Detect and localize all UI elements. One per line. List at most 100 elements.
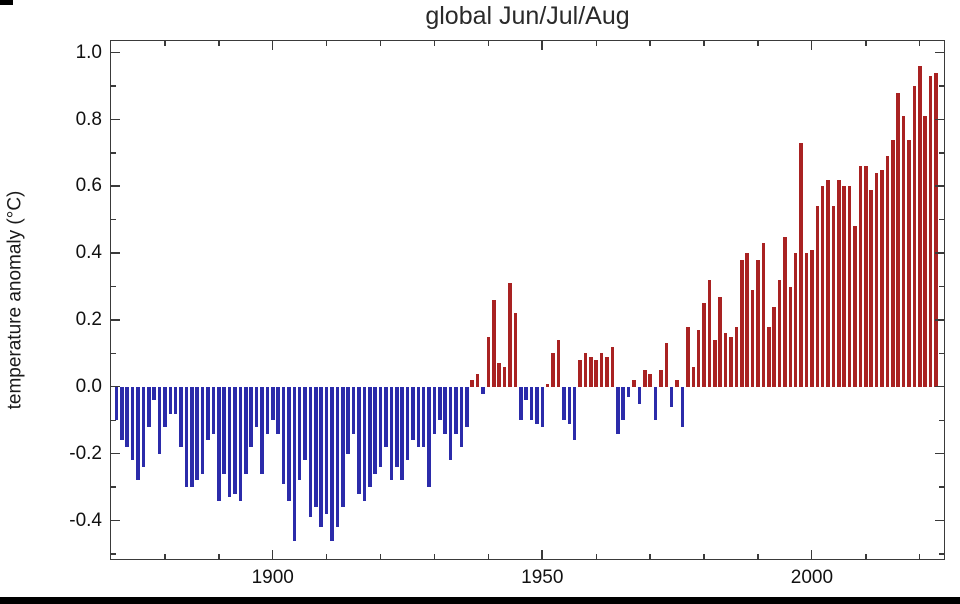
y-axis-tick-label: -0.2: [69, 442, 102, 464]
bar: [470, 380, 474, 387]
bar: [729, 336, 733, 387]
bar: [233, 386, 237, 494]
y-major-tick: [111, 252, 120, 254]
bar: [734, 326, 739, 387]
bar: [152, 386, 156, 401]
bar: [475, 373, 480, 387]
bar: [529, 386, 534, 421]
bar: [335, 386, 340, 528]
x-minor-tick: [757, 554, 759, 559]
bar: [891, 139, 895, 387]
bar: [917, 66, 922, 387]
x-major-tick: [541, 41, 543, 50]
bar: [130, 386, 135, 461]
chart-title: global Jun/Jul/Aug: [425, 2, 630, 30]
bar: [669, 386, 674, 407]
bar: [400, 386, 404, 481]
y-major-tick: [935, 385, 944, 388]
bar: [486, 336, 491, 387]
bar: [756, 259, 760, 387]
bar: [589, 356, 593, 387]
y-axis-tick-label: -0.4: [69, 509, 102, 531]
bar: [583, 353, 588, 387]
y-minor-tick: [111, 218, 116, 221]
bar: [605, 356, 609, 387]
bar: [691, 366, 696, 387]
bar: [389, 386, 394, 481]
bar: [740, 259, 744, 387]
bar: [432, 386, 437, 434]
letterbox-bar: [0, 597, 960, 604]
bar: [492, 300, 496, 387]
x-major-tick: [810, 550, 813, 559]
bar: [227, 386, 232, 498]
y-axis-tick-label: 0.0: [75, 375, 102, 397]
bar: [508, 283, 512, 387]
x-minor-tick: [164, 41, 166, 46]
y-minor-tick: [111, 352, 116, 355]
bar: [438, 386, 442, 421]
x-minor-tick: [649, 554, 651, 559]
bar: [599, 353, 604, 387]
x-minor-tick: [865, 41, 867, 46]
y-minor-tick: [111, 152, 116, 154]
bar: [853, 226, 857, 387]
bar: [632, 380, 636, 387]
y-axis-tick-label: 0.8: [75, 108, 102, 130]
x-minor-tick: [919, 554, 921, 559]
bar: [745, 253, 749, 387]
y-major-tick: [111, 51, 120, 54]
bar: [626, 386, 631, 397]
bar: [384, 386, 388, 448]
bar: [616, 386, 620, 434]
x-minor-tick: [595, 41, 597, 46]
bar: [362, 386, 367, 501]
bar: [686, 326, 690, 387]
bar: [518, 386, 523, 421]
bar: [265, 386, 270, 434]
x-minor-tick: [164, 554, 166, 559]
bar: [578, 360, 582, 387]
bar: [713, 340, 717, 387]
x-minor-tick: [919, 41, 921, 46]
bar: [443, 386, 448, 434]
bar: [308, 386, 313, 518]
bar: [394, 386, 399, 468]
bar: [146, 386, 151, 427]
bar: [217, 386, 221, 501]
bar: [793, 253, 798, 387]
y-major-tick: [935, 519, 944, 522]
x-minor-tick: [218, 554, 220, 559]
y-major-tick: [111, 519, 120, 522]
bar: [610, 346, 615, 387]
x-minor-tick: [865, 554, 867, 559]
bar: [545, 383, 550, 387]
bar: [524, 386, 528, 401]
x-axis-tick-label: 1900: [251, 567, 294, 588]
x-minor-tick: [703, 554, 705, 559]
bar: [238, 386, 243, 501]
bar: [206, 386, 210, 441]
bar: [880, 169, 884, 387]
bar: [858, 166, 863, 387]
bar: [481, 386, 485, 394]
bar: [459, 386, 464, 448]
bar: [804, 253, 809, 387]
bar: [513, 313, 518, 387]
bar: [837, 179, 841, 387]
bar: [448, 386, 453, 461]
bar: [368, 386, 372, 488]
bar: [357, 386, 361, 494]
x-major-tick: [271, 41, 274, 50]
bar: [173, 386, 178, 414]
x-axis-tick-label: 1950: [521, 567, 564, 588]
bar: [120, 386, 124, 441]
bar: [168, 386, 173, 414]
bar: [885, 156, 890, 387]
bar: [179, 386, 183, 448]
bar: [864, 166, 868, 387]
bar: [287, 386, 291, 501]
bar: [276, 386, 280, 434]
bar: [249, 386, 253, 448]
